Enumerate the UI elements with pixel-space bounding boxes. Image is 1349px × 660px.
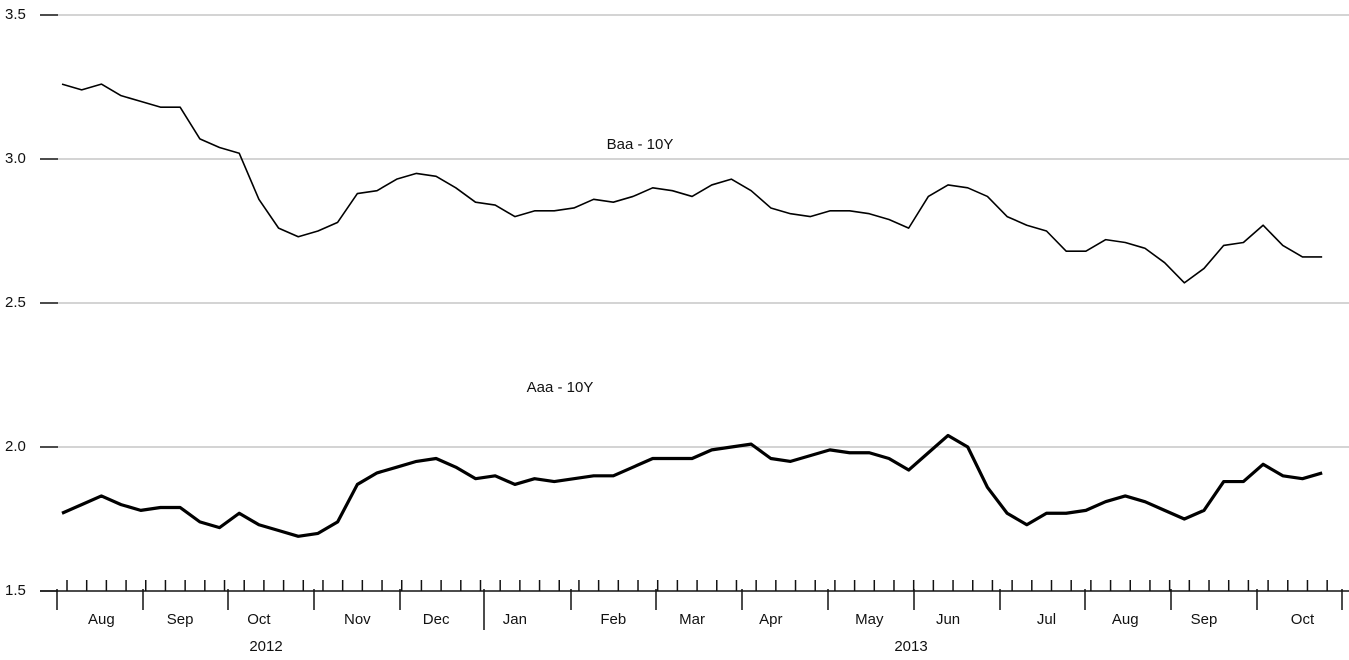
y-tick-label: 3.0 [5,150,26,167]
line-series [61,433,1323,538]
x-tick-label: Aug [88,611,115,628]
x-tick-label: Jun [936,611,960,628]
year-label: 2012 [249,638,282,655]
x-tick-label: Mar [679,611,705,628]
year-label: 2013 [894,638,927,655]
y-tick-label: 2.5 [5,294,26,311]
x-tick-label: Sep [1191,611,1218,628]
x-tick-label: May [855,611,884,628]
x-tick-label: Aug [1112,611,1139,628]
y-tick-label: 2.0 [5,438,26,455]
x-tick-label: Jul [1037,611,1056,628]
line-series [61,83,1323,284]
y-tick-label: 3.5 [5,6,26,23]
series-label: Baa - 10Y [607,136,674,153]
x-tick-label: Sep [167,611,194,628]
x-tick-label: Oct [247,611,271,628]
series-label: Aaa - 10Y [527,379,594,396]
x-tick-label: Oct [1291,611,1315,628]
x-tick-label: Jan [503,611,527,628]
y-tick-label: 1.5 [5,582,26,599]
x-tick-label: Apr [759,611,782,628]
x-tick-label: Feb [600,611,626,628]
x-tick-label: Dec [423,611,450,628]
x-tick-label: Nov [344,611,371,628]
